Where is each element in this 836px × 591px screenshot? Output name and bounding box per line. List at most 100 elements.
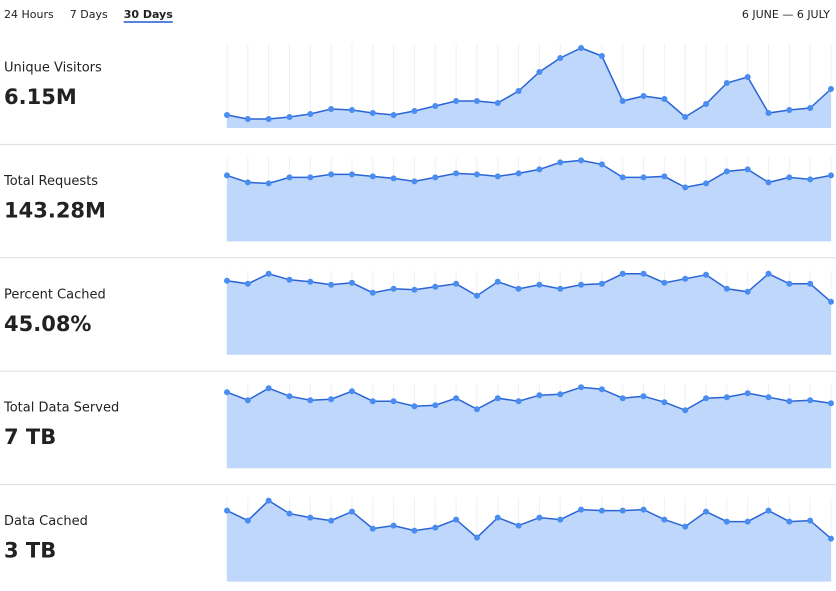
data-point <box>286 393 293 400</box>
data-point <box>703 180 710 187</box>
line <box>226 159 832 189</box>
data-point <box>682 523 689 530</box>
data-point <box>390 522 397 529</box>
data-point <box>307 278 314 285</box>
data-point <box>328 517 335 524</box>
data-point <box>369 525 376 532</box>
data-point <box>578 281 585 288</box>
area-fill <box>227 160 831 242</box>
data-point <box>244 116 251 122</box>
data-point <box>307 174 314 181</box>
data-point <box>557 285 564 292</box>
data-point <box>619 98 626 104</box>
time-range-tab[interactable]: 24 Hours <box>4 8 54 21</box>
data-point <box>286 510 293 517</box>
data-point <box>744 74 751 80</box>
data-point <box>682 114 689 120</box>
data-point <box>515 522 522 529</box>
data-point <box>536 281 543 288</box>
data-point <box>411 108 418 114</box>
data-point <box>432 402 439 409</box>
time-range-tab[interactable]: 7 Days <box>70 8 108 21</box>
data-point <box>723 80 730 86</box>
data-point <box>369 398 376 405</box>
data-point <box>765 507 772 514</box>
data-point <box>328 171 335 178</box>
data-point <box>224 112 230 118</box>
data-point <box>369 289 376 296</box>
data-point <box>598 507 605 514</box>
data-point <box>432 174 439 181</box>
data-point <box>453 395 460 402</box>
data-point <box>786 398 793 405</box>
data-point <box>369 110 376 116</box>
metric-total: 6.15M <box>4 85 77 109</box>
data-point <box>807 105 814 111</box>
data-point <box>640 393 647 400</box>
data-point <box>828 400 834 407</box>
data-point <box>807 280 814 287</box>
data-point <box>765 179 772 186</box>
data-point <box>828 86 834 92</box>
data-point <box>619 174 626 181</box>
metric-title: Unique Visitors <box>4 61 102 76</box>
data-point <box>723 518 730 525</box>
data-point <box>536 166 543 173</box>
data-point <box>786 518 793 525</box>
time-range-tab[interactable]: 30 Days <box>124 8 174 21</box>
data-point <box>390 285 397 292</box>
data-point <box>723 394 730 401</box>
data-point <box>473 406 480 413</box>
data-point <box>744 390 751 397</box>
data-point <box>703 395 710 402</box>
data-point <box>348 279 355 286</box>
data-point <box>348 388 355 395</box>
data-point <box>515 170 522 177</box>
data-point <box>265 180 272 187</box>
data-point <box>328 396 335 403</box>
data-point <box>786 107 793 113</box>
data-point <box>703 101 710 107</box>
data-point <box>786 280 793 287</box>
data-point <box>661 173 668 180</box>
data-point <box>578 157 585 164</box>
data-point <box>348 107 355 113</box>
data-point <box>515 88 522 94</box>
data-point <box>494 514 501 521</box>
metric-title: Total Requests <box>3 174 98 189</box>
data-point <box>536 392 543 399</box>
data-point <box>557 391 564 398</box>
data-point <box>536 514 543 521</box>
data-point <box>744 288 751 295</box>
data-point <box>786 174 793 181</box>
data-point <box>453 98 460 104</box>
data-point <box>598 53 605 59</box>
data-point <box>744 166 751 173</box>
data-point <box>348 508 355 515</box>
data-point <box>640 174 647 181</box>
metric-total: 3 TB <box>4 539 56 563</box>
data-point <box>453 516 460 523</box>
data-point <box>369 173 376 180</box>
data-point <box>661 279 668 286</box>
metric-total: 143.28M <box>4 198 106 222</box>
data-point <box>411 178 418 185</box>
data-point <box>265 116 272 122</box>
metric-total: 45.08% <box>4 312 91 336</box>
data-point <box>640 270 647 277</box>
data-point <box>494 173 501 180</box>
data-point <box>224 507 230 514</box>
area-fill <box>227 273 831 355</box>
data-point <box>598 386 605 393</box>
data-point <box>348 171 355 178</box>
data-point <box>598 280 605 287</box>
data-point <box>828 298 834 305</box>
data-point <box>807 176 814 183</box>
area-fill <box>227 387 831 469</box>
data-point <box>224 172 230 179</box>
data-point <box>619 395 626 402</box>
data-point <box>244 280 251 287</box>
data-point <box>578 506 585 513</box>
area-fill <box>227 48 831 128</box>
